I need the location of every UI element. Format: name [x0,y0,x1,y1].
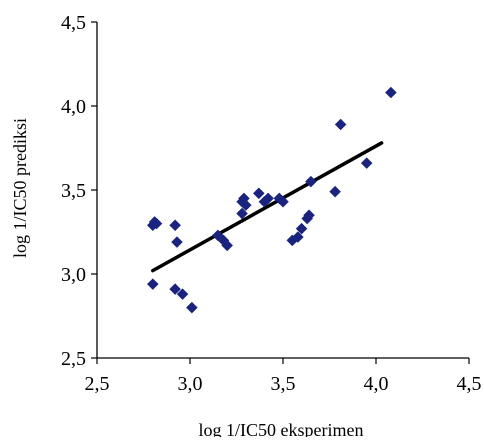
data-point [171,236,183,248]
data-point [176,288,189,301]
data-point [334,118,347,131]
trendline [151,141,384,273]
data-points [146,86,397,314]
y-axis-title: log 1/IC50 prediksi [10,118,30,258]
data-point [150,217,163,230]
data-point [292,231,304,243]
data-point [146,278,159,290]
x-tick-label: 2,5 [85,373,110,395]
data-point [385,86,397,99]
y-tick-label: 4,5 [61,12,86,34]
data-point [329,185,341,198]
trendline-group [151,141,384,273]
y-tick-label: 2,5 [61,348,86,370]
ticks: 2,5 3,0 3,5 4,0 4,5 2,5 3,0 3,5 4,0 4,5 [61,12,482,395]
data-point [277,195,289,208]
data-point [169,219,181,232]
x-tick-label: 4,0 [364,373,389,395]
data-point [239,199,252,211]
y-tick-label: 3,0 [61,264,86,286]
x-axis-title: log 1/IC50 eksperimen [199,420,364,437]
data-point [303,209,315,222]
y-tick-label: 4,0 [61,96,86,118]
x-tick-label: 4,5 [457,373,482,395]
data-point [360,157,373,169]
data-point [236,207,248,220]
data-point [262,192,274,205]
axes [96,22,469,359]
data-point [169,283,181,295]
data-point [305,175,317,188]
x-tick-label: 3,0 [178,373,203,395]
x-tick-label: 3,5 [271,373,296,395]
y-tick-label: 3,5 [61,180,86,202]
data-point [186,301,198,314]
data-point [252,187,265,200]
data-point [221,239,234,252]
data-point [295,222,308,235]
